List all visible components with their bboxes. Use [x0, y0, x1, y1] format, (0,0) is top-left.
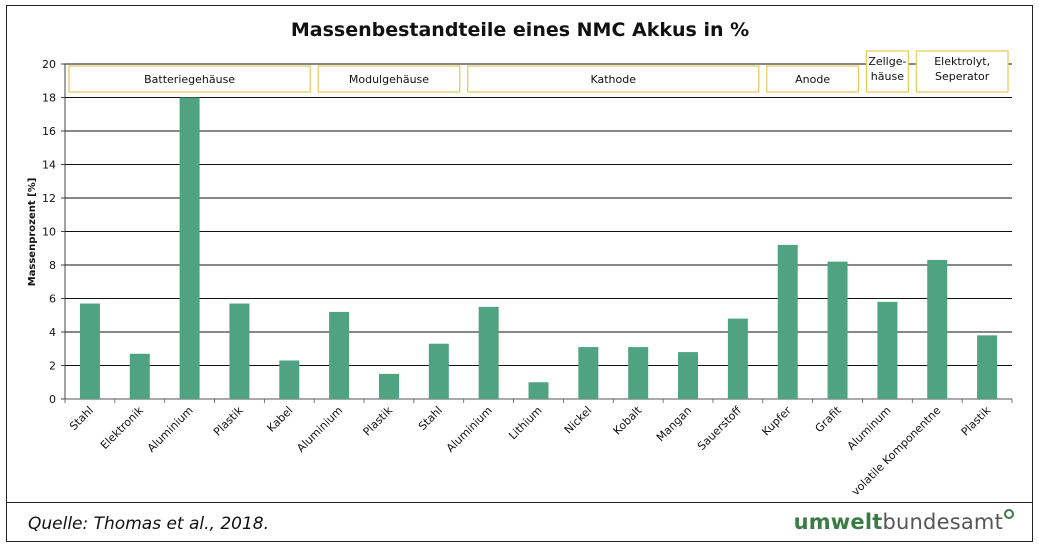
bar — [79, 303, 100, 399]
footer-separator — [6, 502, 1033, 503]
x-tick-label: Plastik — [959, 403, 994, 438]
y-tick-label: 8 — [49, 259, 56, 272]
x-tick-label: Plastik — [361, 403, 396, 438]
bar — [179, 97, 200, 399]
x-tick-label: Stahl — [67, 404, 96, 433]
y-tick-label: 12 — [42, 192, 56, 205]
logo-seal-icon — [1004, 509, 1014, 519]
bar — [329, 311, 350, 399]
group-box — [317, 65, 461, 93]
y-tick-label: 10 — [42, 226, 56, 239]
group-label: Seperator — [935, 70, 990, 83]
x-tick-label: Aluminum — [845, 404, 894, 453]
y-tick-label: 0 — [49, 393, 56, 406]
bars — [79, 97, 998, 399]
bar — [777, 244, 798, 399]
x-tick-label: Mangan — [654, 404, 694, 444]
x-tick-label: Aluminium — [294, 404, 345, 455]
y-tick-labels: 0 2 4 6 8 10 12 14 16 18 20 — [42, 58, 56, 406]
group-label: Modulgehäuse — [349, 73, 429, 86]
group-label: Elektrolyt, — [934, 55, 990, 68]
x-tick-label: Kupfer — [759, 404, 794, 439]
bar — [229, 303, 250, 399]
bar — [977, 335, 998, 399]
bar — [628, 347, 649, 399]
bar — [827, 261, 848, 399]
x-tick-label: Kobalt — [611, 403, 645, 437]
group-label: Batteriegehäuse — [144, 73, 235, 86]
group-box — [766, 65, 860, 93]
group-box — [915, 50, 1009, 93]
group-label: häuse — [871, 70, 904, 83]
y-tick-label: 16 — [42, 125, 56, 138]
grid-lines — [61, 63, 1013, 403]
x-tick-label: Aluminium — [145, 404, 196, 455]
logo-part-umwelt: umwelt — [793, 510, 883, 534]
group-box — [68, 65, 311, 93]
x-tick-label: Grafit — [813, 403, 845, 435]
y-tick-label: 20 — [42, 58, 56, 71]
group-box — [467, 65, 760, 93]
group-label: Kathode — [590, 73, 636, 86]
y-tick-label: 4 — [49, 326, 56, 339]
bar — [578, 347, 599, 399]
chart-frame — [6, 5, 1033, 542]
bar — [478, 306, 499, 399]
group-label: Anode — [795, 73, 830, 86]
group-box — [865, 50, 909, 93]
group-labels: Batteriegehäuse Modulgehäuse Kathode Anode Z… — [68, 50, 1009, 93]
umweltbundesamt-logo: umweltbundesamt — [793, 509, 1014, 534]
bar — [727, 318, 748, 399]
bar — [279, 360, 300, 399]
x-tick-label: volatile Komponentne — [849, 404, 943, 498]
x-tick-label: Kabel — [265, 404, 296, 435]
x-tick-label: Elektronik — [98, 403, 146, 451]
x-tick-label: Plastik — [211, 403, 246, 438]
logo-part-bundesamt: bundesamt — [882, 510, 1003, 534]
y-tick-label: 18 — [42, 92, 56, 105]
bar — [378, 373, 399, 399]
x-tick-label: Sauerstoff — [695, 404, 744, 453]
bar — [678, 352, 699, 399]
y-tick-label: 14 — [42, 159, 56, 172]
x-tick-label: Stahl — [416, 404, 445, 433]
x-tick-label: Aluminium — [444, 404, 495, 455]
group-label: Zellge- — [868, 55, 906, 68]
bar — [528, 382, 549, 399]
y-tick-label: 6 — [49, 293, 56, 306]
bar — [877, 301, 898, 399]
x-tick-label: Nickel — [562, 404, 595, 437]
y-axis-label: Massenprozent [%] — [27, 178, 38, 287]
chart-title: Massenbestandteile eines NMC Akkus in % — [291, 19, 749, 41]
y-tick-label: 2 — [49, 360, 56, 373]
bar — [428, 343, 449, 399]
x-tick-label: Lithium — [506, 404, 544, 442]
source-citation: Quelle: Thomas et al., 2018. — [28, 514, 269, 534]
bar — [129, 353, 150, 399]
bar — [927, 259, 948, 399]
